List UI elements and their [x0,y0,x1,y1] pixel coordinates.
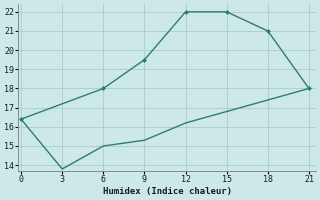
X-axis label: Humidex (Indice chaleur): Humidex (Indice chaleur) [103,187,232,196]
